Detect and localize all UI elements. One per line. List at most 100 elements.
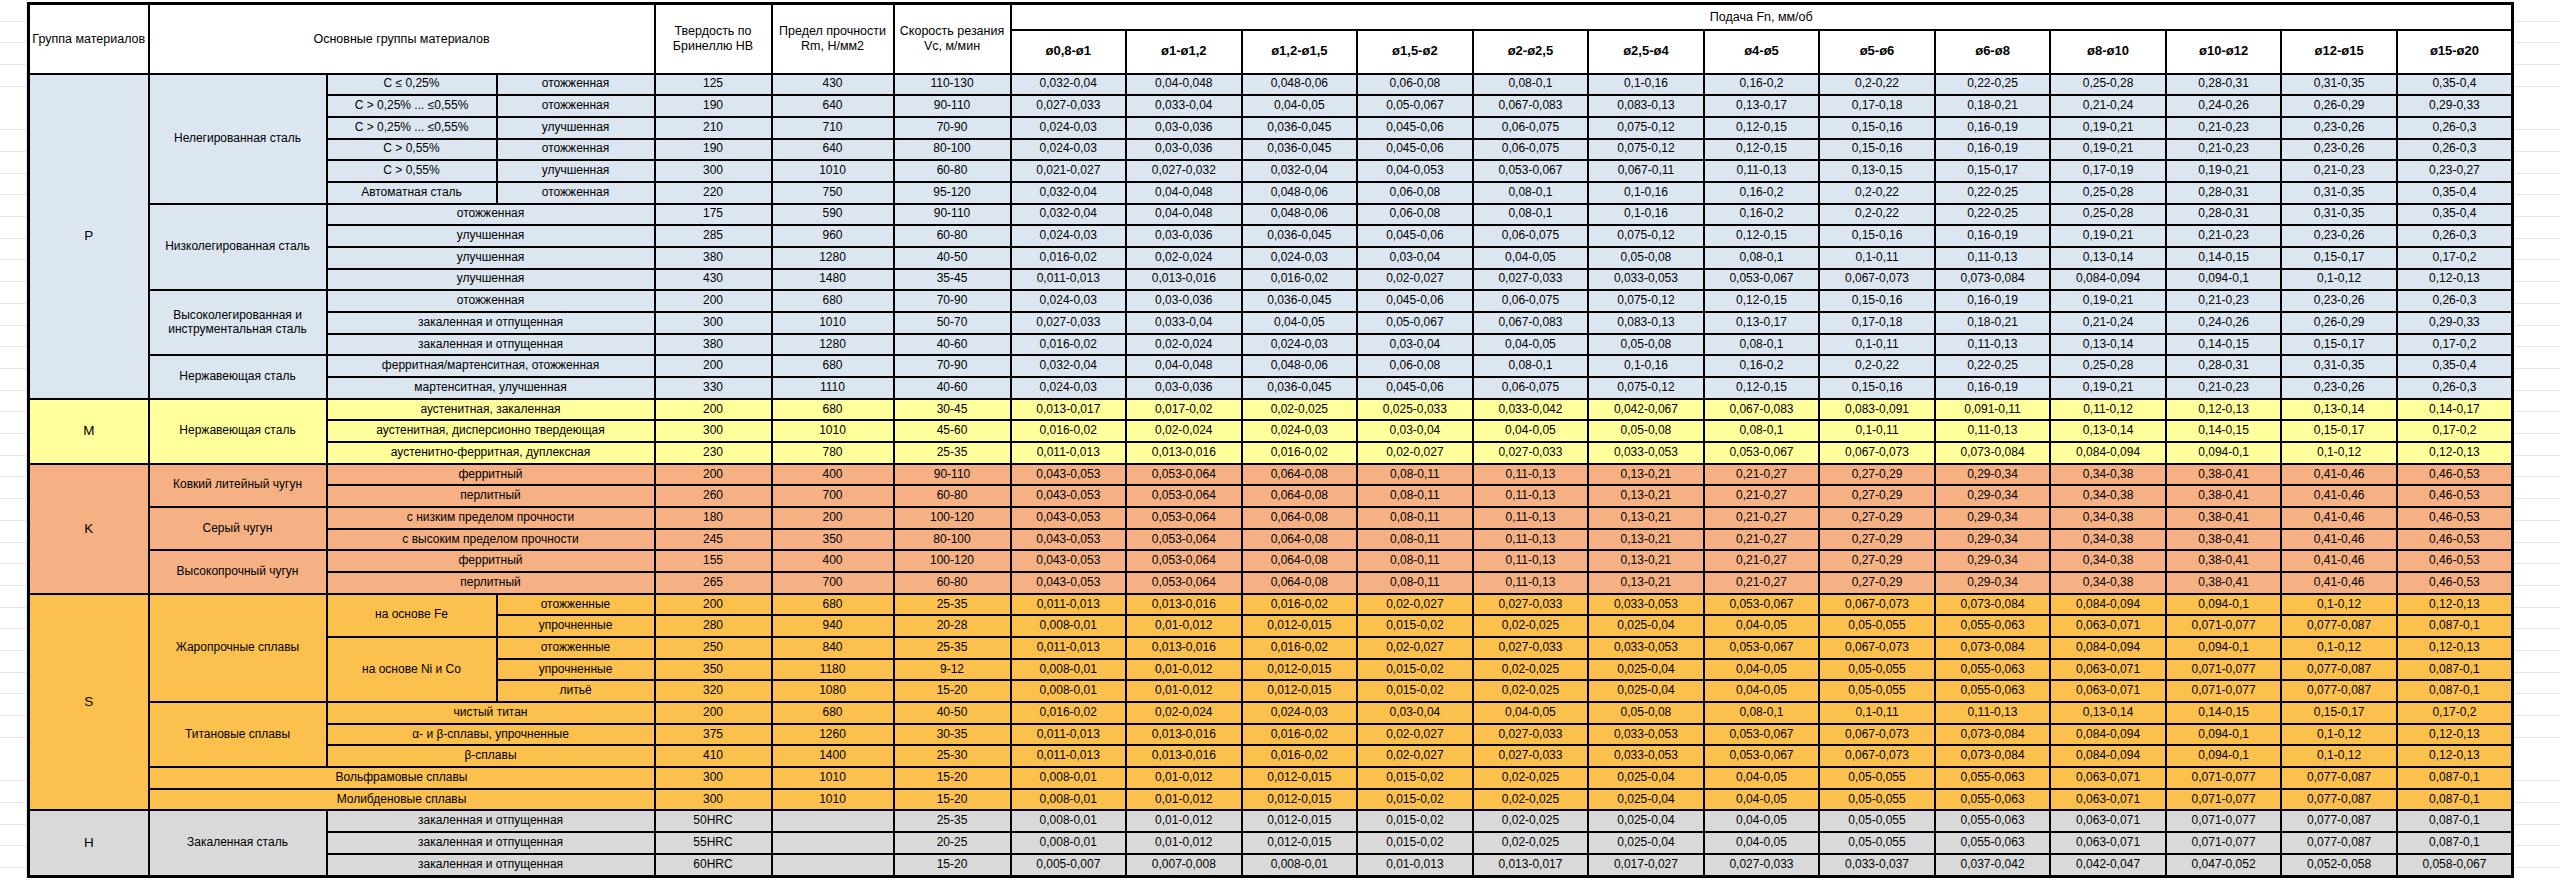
- feed-cell[interactable]: 0,016-0,02: [1242, 637, 1358, 659]
- feed-cell[interactable]: 0,17-0,2: [2397, 420, 2513, 442]
- hardness-cell[interactable]: 430: [655, 269, 772, 291]
- feed-cell[interactable]: 0,036-0,045: [1242, 290, 1358, 312]
- feed-cell[interactable]: 0,033-0,04: [1126, 312, 1242, 334]
- feed-cell[interactable]: 0,073-0,084: [1935, 724, 2051, 746]
- feed-cell[interactable]: 0,13-0,14: [2050, 247, 2166, 269]
- feed-cell[interactable]: 0,23-0,26: [2281, 139, 2397, 161]
- feed-cell[interactable]: 0,094-0,1: [2166, 442, 2282, 464]
- feed-cell[interactable]: 0,083-0,091: [1819, 399, 1935, 421]
- feed-cell[interactable]: 0,017-0,02: [1126, 399, 1242, 421]
- feed-cell[interactable]: 0,1-0,12: [2281, 594, 2397, 616]
- feed-cell[interactable]: 0,15-0,16: [1819, 377, 1935, 399]
- feed-cell[interactable]: 0,26-0,29: [2281, 312, 2397, 334]
- feed-column-header[interactable]: ø6-ø8: [1935, 30, 2051, 74]
- feed-column-header[interactable]: ø8-ø10: [2050, 30, 2166, 74]
- feed-cell[interactable]: 0,12-0,15: [1704, 225, 1820, 247]
- feed-cell[interactable]: 0,08-0,11: [1357, 572, 1473, 594]
- feed-cell[interactable]: 0,087-0,1: [2397, 832, 2513, 854]
- strength-cell[interactable]: 1010: [772, 767, 894, 789]
- feed-cell[interactable]: 0,13-0,17: [1704, 95, 1820, 117]
- feed-cell[interactable]: 0,008-0,01: [1011, 789, 1127, 811]
- hardness-cell[interactable]: 125: [655, 74, 772, 96]
- feed-cell[interactable]: 0,077-0,087: [2281, 767, 2397, 789]
- hardness-cell[interactable]: 200: [655, 355, 772, 377]
- feed-cell[interactable]: 0,024-0,03: [1011, 225, 1127, 247]
- feed-cell[interactable]: 0,013-0,016: [1126, 724, 1242, 746]
- feed-cell[interactable]: 0,46-0,53: [2397, 485, 2513, 507]
- feed-column-header[interactable]: ø0,8-ø1: [1011, 30, 1127, 74]
- feed-cell[interactable]: 0,24-0,26: [2166, 95, 2282, 117]
- material-cell[interactable]: Жаропрочные сплавы: [149, 594, 327, 702]
- feed-cell[interactable]: 0,073-0,084: [1935, 637, 2051, 659]
- feed-cell[interactable]: 0,02-0,027: [1357, 637, 1473, 659]
- feed-cell[interactable]: 0,02-0,027: [1357, 594, 1473, 616]
- feed-cell[interactable]: 0,045-0,06: [1357, 377, 1473, 399]
- feed-cell[interactable]: 0,21-0,24: [2050, 95, 2166, 117]
- hardness-cell[interactable]: 220: [655, 182, 772, 204]
- condition-cell[interactable]: улучшенная: [327, 269, 655, 291]
- strength-cell[interactable]: 400: [772, 464, 894, 486]
- condition-cell[interactable]: на основе Fe: [327, 594, 497, 637]
- feed-cell[interactable]: 0,036-0,045: [1242, 225, 1358, 247]
- feed-cell[interactable]: 0,012-0,015: [1242, 810, 1358, 832]
- feed-cell[interactable]: 0,094-0,1: [2166, 745, 2282, 767]
- group-cell[interactable]: P: [29, 74, 149, 399]
- feed-cell[interactable]: 0,03-0,04: [1357, 420, 1473, 442]
- feed-cell[interactable]: 0,11-0,13: [1935, 420, 2051, 442]
- condition-cell[interactable]: C > 0,25% ... ≤0,55%: [327, 117, 497, 139]
- feed-cell[interactable]: 0,05-0,055: [1819, 615, 1935, 637]
- feed-cell[interactable]: 0,032-0,04: [1011, 74, 1127, 96]
- feed-cell[interactable]: 0,28-0,31: [2166, 74, 2282, 96]
- feed-cell[interactable]: 0,03-0,04: [1357, 702, 1473, 724]
- feed-cell[interactable]: 0,23-0,26: [2281, 225, 2397, 247]
- hardness-cell[interactable]: 200: [655, 464, 772, 486]
- cutting-speed-cell[interactable]: 100-120: [894, 507, 1011, 529]
- feed-cell[interactable]: 0,05-0,067: [1357, 95, 1473, 117]
- feed-cell[interactable]: 0,1-0,16: [1588, 74, 1704, 96]
- feed-cell[interactable]: 0,02-0,027: [1357, 724, 1473, 746]
- feed-cell[interactable]: 0,087-0,1: [2397, 659, 2513, 681]
- hardness-cell[interactable]: 210: [655, 117, 772, 139]
- feed-cell[interactable]: 0,02-0,027: [1357, 745, 1473, 767]
- feed-cell[interactable]: 0,016-0,02: [1011, 247, 1127, 269]
- feed-cell[interactable]: 0,02-0,024: [1126, 702, 1242, 724]
- feed-cell[interactable]: 0,027-0,033: [1473, 269, 1589, 291]
- feed-cell[interactable]: 0,036-0,045: [1242, 377, 1358, 399]
- feed-cell[interactable]: 0,06-0,08: [1357, 74, 1473, 96]
- feed-cell[interactable]: 0,01-0,012: [1126, 659, 1242, 681]
- hardness-cell[interactable]: 190: [655, 139, 772, 161]
- condition-cell[interactable]: упрочненные: [497, 659, 655, 681]
- feed-cell[interactable]: 0,38-0,41: [2166, 529, 2282, 551]
- cutting-speed-cell[interactable]: 40-60: [894, 334, 1011, 356]
- feed-cell[interactable]: 0,15-0,16: [1819, 139, 1935, 161]
- feed-cell[interactable]: 0,012-0,015: [1242, 659, 1358, 681]
- hardness-cell[interactable]: 155: [655, 550, 772, 572]
- feed-cell[interactable]: 0,28-0,31: [2166, 355, 2282, 377]
- strength-cell[interactable]: 640: [772, 139, 894, 161]
- feed-cell[interactable]: 0,03-0,036: [1126, 225, 1242, 247]
- feed-cell[interactable]: 0,22-0,25: [1935, 355, 2051, 377]
- feed-cell[interactable]: 0,073-0,084: [1935, 594, 2051, 616]
- hardness-cell[interactable]: 250: [655, 637, 772, 659]
- feed-cell[interactable]: 0,19-0,21: [2050, 225, 2166, 247]
- feed-cell[interactable]: 0,027-0,033: [1704, 854, 1820, 877]
- feed-cell[interactable]: 0,027-0,033: [1011, 312, 1127, 334]
- cutting-speed-cell[interactable]: 90-110: [894, 95, 1011, 117]
- feed-cell[interactable]: 0,08-0,11: [1357, 550, 1473, 572]
- feed-cell[interactable]: 0,21-0,23: [2166, 377, 2282, 399]
- feed-cell[interactable]: 0,024-0,03: [1242, 334, 1358, 356]
- feed-cell[interactable]: 0,075-0,12: [1588, 225, 1704, 247]
- feed-cell[interactable]: 0,08-0,11: [1357, 507, 1473, 529]
- feed-cell[interactable]: 0,033-0,053: [1588, 637, 1704, 659]
- cutting-speed-cell[interactable]: 9-12: [894, 659, 1011, 681]
- feed-cell[interactable]: 0,1-0,11: [1819, 334, 1935, 356]
- hardness-cell[interactable]: 60HRC: [655, 854, 772, 877]
- feed-cell[interactable]: 0,08-0,1: [1473, 204, 1589, 226]
- feed-cell[interactable]: 0,053-0,067: [1704, 724, 1820, 746]
- feed-cell[interactable]: 0,027-0,033: [1473, 745, 1589, 767]
- condition-cell[interactable]: с высоким пределом прочности: [327, 529, 655, 551]
- feed-cell[interactable]: 0,011-0,013: [1011, 724, 1127, 746]
- feed-cell[interactable]: 0,04-0,048: [1126, 204, 1242, 226]
- condition-cell[interactable]: закаленная и отпущенная: [327, 312, 655, 334]
- feed-cell[interactable]: 0,29-0,34: [1935, 550, 2051, 572]
